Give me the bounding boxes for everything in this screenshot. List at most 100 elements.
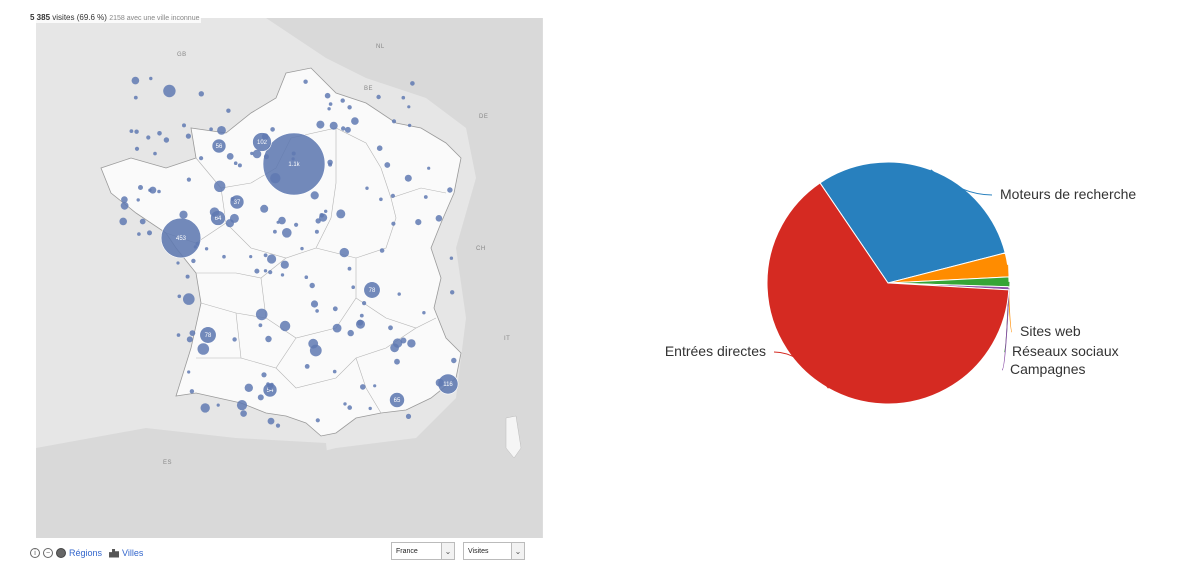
city-dot[interactable] <box>308 338 319 349</box>
city-dot[interactable] <box>193 245 197 249</box>
city-dot[interactable] <box>362 301 367 306</box>
city-dot[interactable] <box>344 126 351 133</box>
city-dot[interactable] <box>280 260 289 269</box>
city-dot[interactable] <box>204 247 209 251</box>
city-dot[interactable] <box>176 261 180 265</box>
city-dot[interactable] <box>214 180 226 192</box>
city-dot[interactable] <box>270 127 275 132</box>
city-dot[interactable] <box>373 384 377 388</box>
city-dot[interactable] <box>368 406 372 411</box>
country-select[interactable]: France ⌄ <box>391 542 455 560</box>
city-dot[interactable] <box>343 402 347 406</box>
city-dot[interactable] <box>347 266 352 271</box>
city-dot[interactable] <box>347 329 354 337</box>
zoom-out-icon[interactable]: − <box>43 548 53 558</box>
city-dot[interactable] <box>423 195 428 199</box>
city-dot[interactable] <box>390 343 399 353</box>
city-dot[interactable] <box>263 269 268 273</box>
city-dot[interactable] <box>336 209 346 219</box>
city-dot[interactable] <box>260 204 269 213</box>
city-dot[interactable] <box>351 285 356 290</box>
city-dot[interactable] <box>134 146 140 151</box>
city-dot[interactable] <box>422 311 426 315</box>
city-dot[interactable] <box>407 339 416 348</box>
city-dot[interactable] <box>198 91 204 97</box>
city-dot[interactable] <box>401 95 406 100</box>
city-dot[interactable] <box>410 81 415 86</box>
city-bubble[interactable] <box>262 382 278 398</box>
city-dot[interactable] <box>254 268 260 274</box>
city-dot[interactable] <box>229 213 239 223</box>
city-dot[interactable] <box>435 378 444 387</box>
city-dot[interactable] <box>252 149 262 159</box>
regions-link[interactable]: Régions <box>69 548 103 558</box>
city-dot[interactable] <box>407 123 412 128</box>
city-dot[interactable] <box>376 94 381 100</box>
city-dot[interactable] <box>347 405 353 410</box>
map-canvas[interactable]: 1.1k 453 116 102 78 78 65 64 56 54 37 GB NL BE DE … <box>36 18 543 538</box>
city-dot[interactable] <box>394 358 400 365</box>
city-dot[interactable] <box>266 382 270 386</box>
city-dot[interactable] <box>119 217 127 226</box>
city-dot[interactable] <box>339 247 349 258</box>
city-dot[interactable] <box>197 343 210 355</box>
city-dot[interactable] <box>149 186 157 194</box>
city-dot[interactable] <box>267 417 275 425</box>
city-bubble[interactable] <box>160 217 202 259</box>
city-dot[interactable] <box>270 173 281 184</box>
city-dot[interactable] <box>449 256 454 260</box>
city-bubble[interactable] <box>199 326 217 344</box>
city-dot[interactable] <box>216 403 220 407</box>
city-dot[interactable] <box>230 197 235 201</box>
city-dot[interactable] <box>138 185 143 190</box>
city-bubble[interactable] <box>389 392 405 408</box>
city-dot[interactable] <box>391 221 396 226</box>
city-dot[interactable] <box>146 135 151 140</box>
city-dot[interactable] <box>316 120 325 129</box>
city-dot[interactable] <box>450 290 455 295</box>
city-dot[interactable] <box>121 196 128 203</box>
city-dot[interactable] <box>340 98 345 103</box>
city-dot[interactable] <box>163 137 170 143</box>
city-dot[interactable] <box>327 107 331 111</box>
city-dot[interactable] <box>195 241 200 246</box>
city-dot[interactable] <box>157 189 161 194</box>
city-dot[interactable] <box>332 369 337 374</box>
city-dot[interactable] <box>324 92 331 99</box>
city-dot[interactable] <box>294 222 299 227</box>
city-dot[interactable] <box>267 254 277 264</box>
city-dot[interactable] <box>390 193 395 198</box>
city-dot[interactable] <box>269 382 274 387</box>
city-dot[interactable] <box>134 129 139 134</box>
city-dot[interactable] <box>341 126 346 131</box>
city-dot[interactable] <box>328 102 333 106</box>
city-dot[interactable] <box>237 163 242 168</box>
city-dot[interactable] <box>179 210 188 219</box>
city-dot[interactable] <box>351 117 359 125</box>
city-dot[interactable] <box>300 246 304 251</box>
city-dot[interactable] <box>379 197 383 202</box>
city-dot[interactable] <box>199 156 204 161</box>
info-icon[interactable]: i <box>30 548 40 558</box>
city-dot[interactable] <box>139 218 146 225</box>
city-dot[interactable] <box>291 151 296 156</box>
city-dot[interactable] <box>359 313 364 318</box>
city-dot[interactable] <box>404 174 412 182</box>
city-dot[interactable] <box>427 166 431 170</box>
city-dot[interactable] <box>163 84 176 98</box>
city-dot[interactable] <box>310 300 319 308</box>
city-dot[interactable] <box>261 372 267 378</box>
city-dot[interactable] <box>257 394 264 401</box>
city-dot[interactable] <box>249 255 253 259</box>
city-dot[interactable] <box>233 161 238 165</box>
city-dot[interactable] <box>244 383 253 392</box>
city-dot[interactable] <box>258 323 263 328</box>
city-dot[interactable] <box>304 364 310 369</box>
map-svg[interactable]: 1.1k 453 116 102 78 78 65 64 56 54 37 <box>36 18 542 538</box>
city-dot[interactable] <box>263 253 268 258</box>
city-dot[interactable] <box>263 154 269 160</box>
city-dot[interactable] <box>147 230 152 236</box>
city-dot[interactable] <box>391 119 397 124</box>
city-dot[interactable] <box>182 123 186 128</box>
city-dot[interactable] <box>217 126 226 135</box>
